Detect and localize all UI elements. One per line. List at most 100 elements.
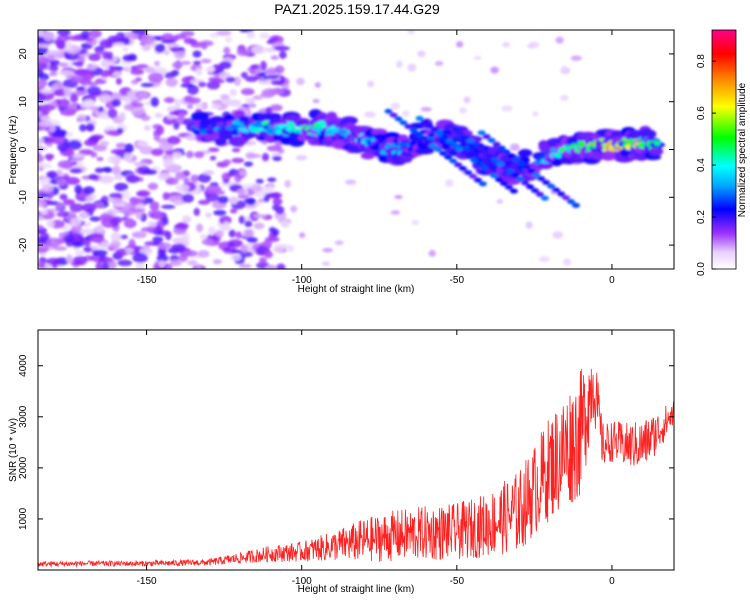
noise-blob [147, 182, 159, 191]
streak-blob [507, 153, 516, 159]
noise-blob [181, 233, 190, 242]
streak-blob [492, 141, 501, 147]
noise-blob [276, 263, 286, 269]
colorbar: 0.0 0.2 0.4 0.6 0.8 Normalized spectral ampl… [696, 29, 748, 276]
noise-blob [396, 60, 403, 68]
streak-blob [490, 173, 499, 179]
noise-blob [237, 194, 249, 199]
noise-blob [163, 97, 176, 103]
noise-blob [257, 79, 271, 85]
noise-blob [114, 182, 129, 192]
noise-blob [344, 179, 357, 185]
streak-blob [526, 184, 535, 190]
noise-blob [192, 50, 202, 58]
noise-blob [38, 43, 51, 48]
streak-blob [557, 191, 566, 197]
noise-blob [70, 225, 83, 234]
noise-blob [78, 149, 94, 156]
noise-blob [265, 67, 278, 76]
noise-blob [135, 261, 145, 269]
snr-x-label: Height of straight line (km) [298, 584, 415, 595]
noise-blob [38, 230, 46, 235]
x-tick-label: 0 [609, 275, 615, 286]
x-tick-label: -50 [450, 275, 465, 286]
streak-blob [547, 183, 556, 189]
noise-blob [125, 217, 134, 226]
colorbar-tick-label: 0.8 [696, 54, 707, 68]
noise-blob [107, 155, 122, 164]
noise-blob [215, 30, 232, 36]
noise-blob [201, 42, 208, 50]
streak-blob [542, 179, 551, 185]
noise-blob [473, 55, 482, 60]
noise-blob [99, 213, 114, 222]
streak-blob [459, 166, 468, 172]
ridge-blob [648, 146, 664, 156]
noise-blob [173, 49, 186, 60]
noise-blob [268, 88, 284, 95]
streak-blob [470, 157, 479, 163]
noise-blob [38, 146, 47, 151]
noise-blob [98, 175, 114, 184]
noise-blob [157, 242, 172, 250]
noise-blob [135, 64, 149, 69]
noise-blob [208, 226, 216, 236]
noise-blob [168, 110, 182, 116]
streak-blob [485, 169, 494, 175]
noise-blob [120, 95, 129, 101]
streak-blob [506, 168, 515, 174]
noise-blob [156, 125, 165, 135]
noise-blob [140, 227, 155, 233]
noise-blob [367, 80, 375, 88]
noise-blob [65, 52, 80, 61]
noise-blob [463, 96, 471, 104]
streak-blob [522, 164, 531, 170]
noise-blob [89, 216, 102, 222]
noise-blob [74, 184, 83, 195]
noise-blob [111, 98, 121, 107]
snr-series-line [38, 368, 674, 568]
noise-blob [312, 98, 320, 104]
noise-blob [178, 112, 186, 119]
streak-blob [466, 138, 475, 144]
noise-blob [84, 240, 92, 247]
ridge-blob [214, 137, 227, 147]
noise-blob [197, 173, 212, 183]
noise-blob [90, 233, 105, 243]
noise-blob [193, 207, 200, 217]
noise-blob [246, 153, 262, 158]
noise-blob [82, 71, 95, 80]
noise-blob [236, 49, 250, 56]
noise-blob [229, 89, 237, 97]
noise-blob [280, 220, 290, 229]
noise-blob [299, 232, 306, 239]
noise-blob [45, 49, 61, 55]
streak-blob [481, 149, 490, 155]
noise-blob [186, 104, 194, 110]
noise-blob [180, 83, 195, 88]
noise-blob [58, 70, 75, 77]
streak-blob [454, 162, 463, 168]
noise-blob [270, 55, 279, 60]
noise-blob [272, 198, 283, 206]
noise-blob [98, 93, 112, 103]
noise-blob [153, 60, 161, 67]
noise-blob [231, 157, 245, 164]
noise-blob [264, 250, 273, 259]
noise-blob [194, 265, 203, 269]
ridge-blob [517, 149, 533, 157]
noise-blob [490, 66, 499, 74]
noise-blob [525, 221, 533, 229]
streak-blob [540, 195, 549, 201]
noise-blob [296, 77, 305, 86]
noise-blob [53, 246, 68, 251]
streak-blob [480, 165, 489, 171]
noise-blob [109, 92, 123, 102]
noise-blob [69, 168, 83, 174]
streak-blob [463, 169, 472, 175]
noise-blob [272, 155, 282, 162]
noise-blob [137, 140, 149, 148]
streak-blob [535, 191, 544, 197]
noise-blob [108, 64, 115, 75]
